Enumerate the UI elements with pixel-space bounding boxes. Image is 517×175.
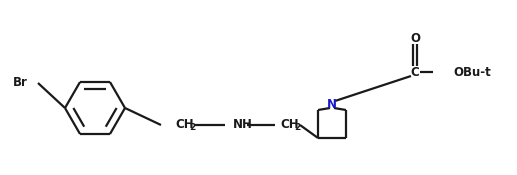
Text: O: O	[410, 32, 420, 44]
Text: NH: NH	[233, 118, 253, 131]
Text: 2: 2	[189, 124, 195, 132]
Text: CH: CH	[280, 118, 299, 131]
Text: OBu-t: OBu-t	[453, 65, 491, 79]
Text: CH: CH	[175, 118, 194, 131]
Text: 2: 2	[294, 124, 300, 132]
Text: C: C	[410, 65, 419, 79]
Text: N: N	[327, 97, 337, 110]
Text: Br: Br	[12, 76, 27, 89]
